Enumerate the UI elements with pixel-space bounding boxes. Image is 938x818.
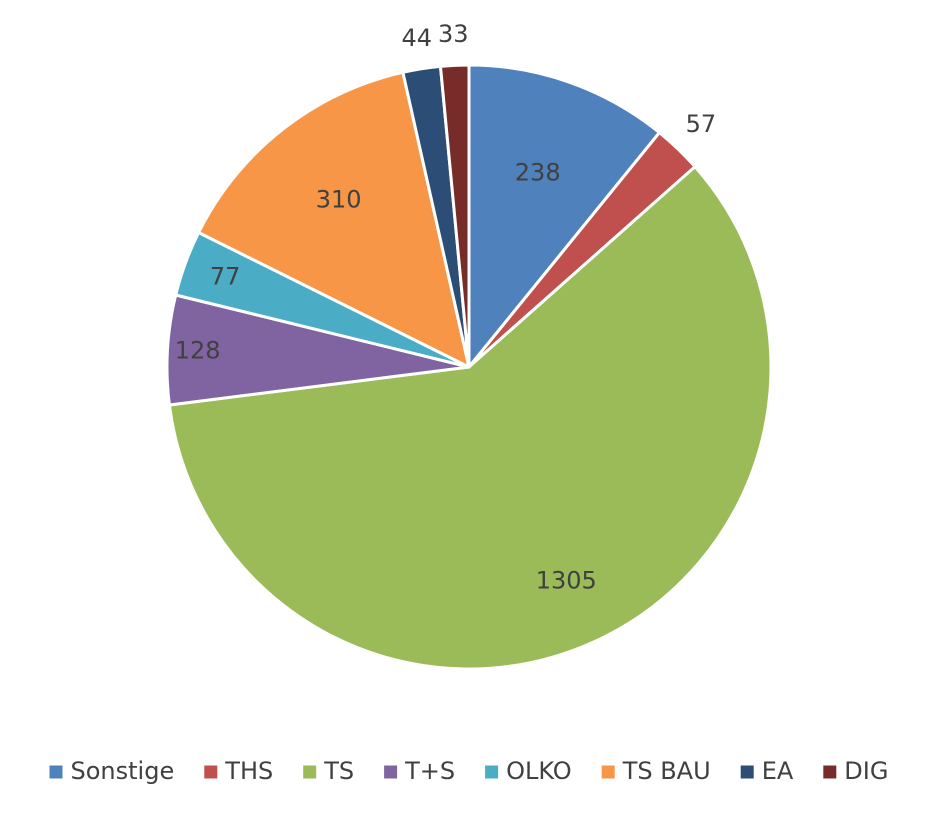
legend-label-ts: TS — [323, 757, 354, 785]
pie-slice-dig — [438, 63, 471, 369]
legend-label-dig: DIG — [844, 757, 888, 785]
legend-swatch-ea — [740, 765, 754, 779]
legend-swatch-sonstige — [49, 765, 63, 779]
data-label-olko: 77 — [210, 263, 241, 291]
legend-label-ths: THS — [224, 757, 273, 785]
data-label-t-s: 128 — [175, 336, 221, 364]
data-labels: 238 57 1305 128 77 310 44 33 — [175, 20, 716, 594]
legend-label-ts-bau: TS BAU — [622, 757, 711, 785]
data-label-ts: 1305 — [536, 567, 597, 595]
legend-swatch-t-s — [384, 765, 398, 779]
data-label-dig: 33 — [438, 20, 469, 48]
pie-slice-ts — [167, 165, 773, 671]
legend-label-olko: OLKO — [506, 757, 572, 785]
data-label-ea: 44 — [402, 24, 433, 52]
legend-label-sonstige: Sonstige — [71, 757, 175, 785]
legend-swatch-dig — [823, 765, 837, 779]
legend-swatch-ts-bau — [601, 765, 615, 779]
data-label-ts-bau: 310 — [316, 186, 362, 214]
data-label-sonstige: 238 — [515, 159, 561, 187]
legend-swatch-olko — [485, 765, 499, 779]
legend: Sonstige THS TS T+S OLKO TS BAU EA DIG — [49, 757, 888, 785]
legend-label-ea: EA — [762, 757, 794, 785]
pie-slice-ts-bau — [197, 70, 471, 369]
legend-label-t-s: T+S — [404, 757, 455, 785]
data-label-ths: 57 — [686, 110, 717, 138]
pie-slice-sonstige — [467, 63, 661, 369]
legend-swatch-ths — [204, 765, 218, 779]
pie-slices — [165, 63, 773, 671]
legend-swatch-ts — [303, 765, 317, 779]
